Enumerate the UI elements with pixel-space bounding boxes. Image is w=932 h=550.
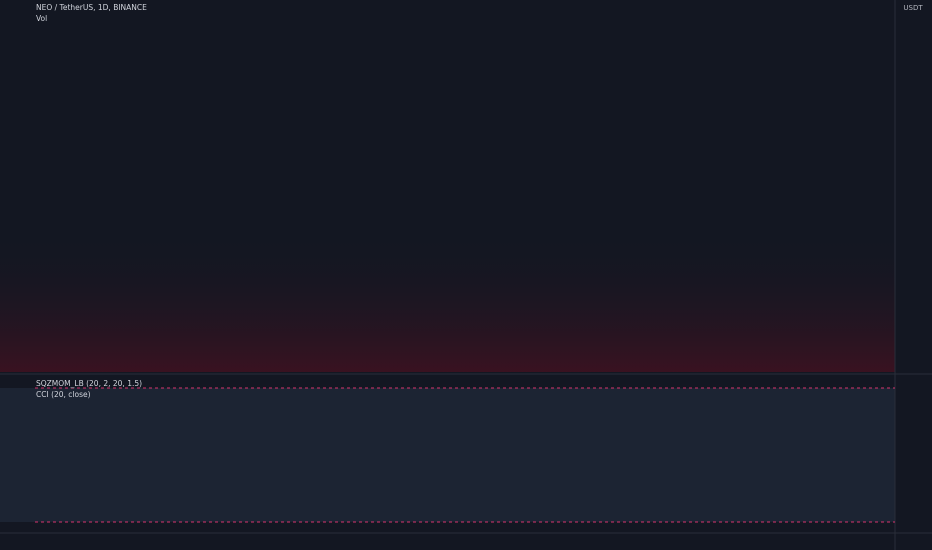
background-fade — [0, 230, 895, 372]
indicator-band — [0, 388, 895, 522]
currency: USDT — [903, 4, 923, 12]
legend-entry: SQZMOM_LB (20, 2, 20, 1.5) — [36, 379, 142, 388]
legend-entry: CCI (20, close) — [36, 390, 91, 399]
volume-legend: Vol — [36, 14, 47, 23]
chart-title: NEO / TetherUS, 1D, BINANCE — [36, 3, 147, 12]
